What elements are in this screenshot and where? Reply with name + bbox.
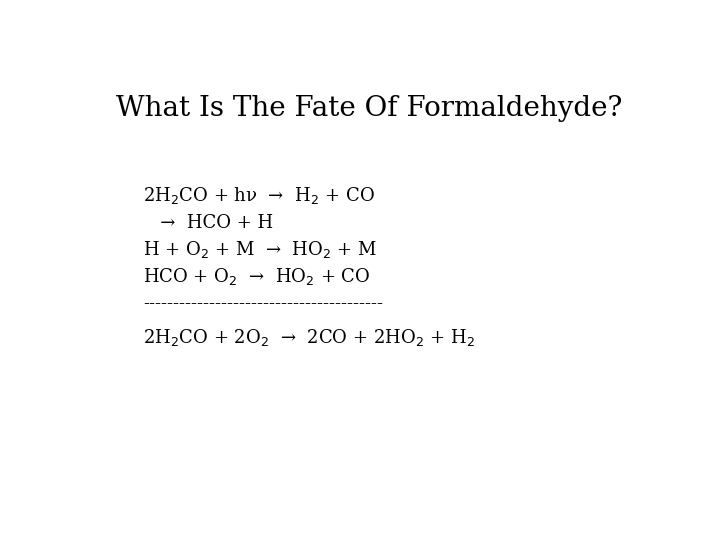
- Text: H + O$_2$ + M  →  HO$_2$ + M: H + O$_2$ + M → HO$_2$ + M: [143, 239, 377, 260]
- Text: →  HCO + H: → HCO + H: [143, 214, 273, 232]
- Text: ----------------------------------------: ----------------------------------------: [143, 295, 383, 313]
- Text: HCO + O$_2$  →  HO$_2$ + CO: HCO + O$_2$ → HO$_2$ + CO: [143, 266, 370, 287]
- Text: 2H$_2$CO + 2O$_2$  →  2CO + 2HO$_2$ + H$_2$: 2H$_2$CO + 2O$_2$ → 2CO + 2HO$_2$ + H$_2…: [143, 327, 475, 348]
- Text: 2H$_2$CO + hν  →  H$_2$ + CO: 2H$_2$CO + hν → H$_2$ + CO: [143, 185, 375, 206]
- Text: What Is The Fate Of Formaldehyde?: What Is The Fate Of Formaldehyde?: [116, 95, 622, 122]
